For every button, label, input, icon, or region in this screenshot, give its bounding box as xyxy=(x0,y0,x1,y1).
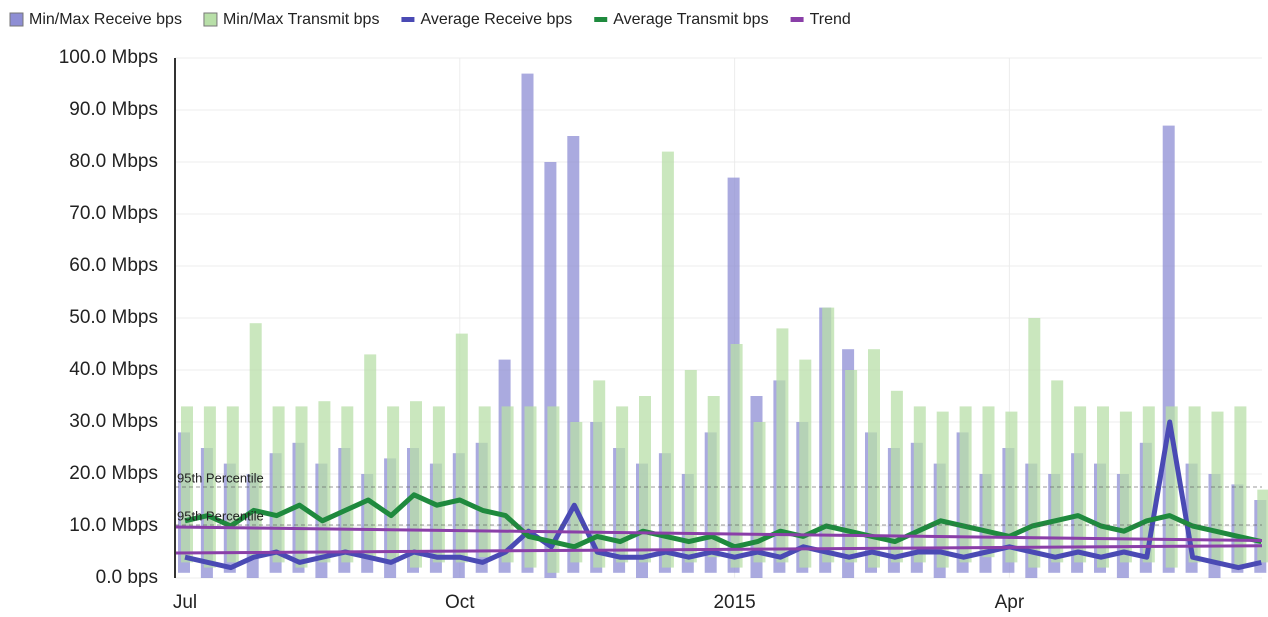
y-tick-label: 40.0 Mbps xyxy=(69,359,158,380)
range-bar xyxy=(868,349,880,568)
legend-label: Average Transmit bps xyxy=(613,11,768,28)
range-bar xyxy=(318,401,331,563)
range-bar xyxy=(982,406,995,558)
range-bar xyxy=(1074,406,1087,563)
y-tick-label: 50.0 Mbps xyxy=(69,307,158,328)
y-tick-label: 0.0 bps xyxy=(96,567,158,588)
legend-label: Trend xyxy=(810,11,851,28)
percentile-label: 95th Percentile xyxy=(177,470,264,485)
range-bar xyxy=(432,406,445,563)
range-bar xyxy=(524,406,537,568)
range-bar xyxy=(387,406,400,563)
range-bar xyxy=(684,370,697,563)
average-line xyxy=(184,492,1262,550)
range-bar xyxy=(341,406,354,563)
range-bar xyxy=(570,422,583,563)
range-bar xyxy=(616,406,629,563)
range-bar xyxy=(822,307,835,563)
range-bar xyxy=(410,401,422,568)
range-bar xyxy=(478,406,491,558)
y-tick-label: 90.0 Mbps xyxy=(69,99,158,120)
legend: Min/Max Receive bps Min/Max Transmit bps A… xyxy=(9,11,851,28)
trend-line xyxy=(174,544,1263,555)
y-tick-label: 70.0 Mbps xyxy=(69,203,158,224)
legend-swatch xyxy=(594,17,608,22)
x-tick-label: Oct xyxy=(445,592,475,613)
legend-label: Average Receive bps xyxy=(420,11,572,28)
range-bar xyxy=(639,396,651,563)
range-bar xyxy=(501,406,514,563)
range-bar xyxy=(707,396,720,558)
y-tick-label: 30.0 Mbps xyxy=(69,411,158,432)
y-tick-label: 20.0 Mbps xyxy=(69,463,158,484)
y-tick-label: 100.0 Mbps xyxy=(59,47,158,68)
range-bar xyxy=(913,406,926,563)
range-bar xyxy=(845,370,858,563)
average-line xyxy=(184,419,1262,571)
percentile-label: 95th Percentile xyxy=(177,508,264,523)
range-bar xyxy=(1257,489,1268,563)
range-bar xyxy=(249,323,262,558)
range-bar xyxy=(753,422,766,563)
x-tick-label: Apr xyxy=(995,592,1025,613)
range-bar xyxy=(730,344,743,568)
legend-swatch xyxy=(401,17,415,22)
legend-swatch xyxy=(790,17,804,22)
range-bar xyxy=(661,151,674,568)
x-tick-label: 2015 xyxy=(713,592,755,613)
range-bar xyxy=(959,406,972,563)
range-bar xyxy=(936,411,949,568)
range-bar xyxy=(364,354,377,558)
range-bar xyxy=(776,328,789,563)
y-tick-label: 60.0 Mbps xyxy=(69,255,158,276)
y-tick-label: 80.0 Mbps xyxy=(69,151,158,172)
range-bar xyxy=(272,406,285,563)
range-bar xyxy=(890,390,903,563)
range-bar xyxy=(455,333,468,563)
range-bar xyxy=(799,359,812,568)
x-tick-label: Jul xyxy=(173,592,197,613)
legend-label: Min/Max Receive bps xyxy=(29,11,182,28)
range-bar xyxy=(1028,318,1041,568)
legend-swatch xyxy=(9,12,24,27)
legend-label: Min/Max Transmit bps xyxy=(223,11,379,28)
legend-swatch xyxy=(203,12,218,27)
range-bar xyxy=(593,380,606,568)
trend-line xyxy=(174,525,1263,543)
range-bar xyxy=(181,406,193,563)
y-tick-label: 10.0 Mbps xyxy=(69,515,158,536)
range-bar xyxy=(1051,380,1064,563)
